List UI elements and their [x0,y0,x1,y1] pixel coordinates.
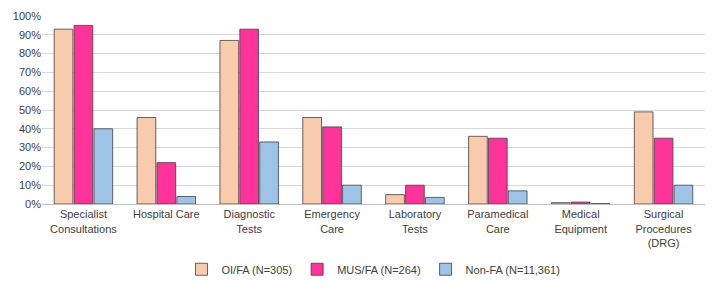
svg-text:LaboratoryTests: LaboratoryTests [389,208,442,234]
svg-text:SurgicalProcedures(DRG): SurgicalProcedures(DRG) [635,208,692,249]
svg-text:DiagnosticTests: DiagnosticTests [224,208,276,234]
svg-text:ParamedicalCare: ParamedicalCare [467,208,528,234]
svg-text:70%: 70% [19,66,41,78]
svg-text:10%: 10% [19,179,41,191]
svg-text:Non-FA (N=11,361): Non-FA (N=11,361) [466,264,560,276]
svg-text:0%: 0% [25,198,41,210]
svg-text:40%: 40% [19,123,41,135]
svg-text:50%: 50% [19,104,41,116]
svg-text:100%: 100% [13,10,41,22]
svg-text:MUS/FA (N=264): MUS/FA (N=264) [337,264,420,276]
svg-text:SpecialistConsultations: SpecialistConsultations [50,208,117,234]
svg-text:90%: 90% [19,29,41,41]
svg-text:20%: 20% [19,160,41,172]
svg-text:Hospital Care: Hospital Care [133,208,200,220]
svg-text:60%: 60% [19,85,41,97]
svg-text:OI/FA (N=305): OI/FA (N=305) [222,264,293,276]
svg-text:30%: 30% [19,141,41,153]
svg-text:EmergencyCare: EmergencyCare [304,208,360,234]
svg-text:MedicalEquipment: MedicalEquipment [554,208,607,234]
svg-text:80%: 80% [19,47,41,59]
